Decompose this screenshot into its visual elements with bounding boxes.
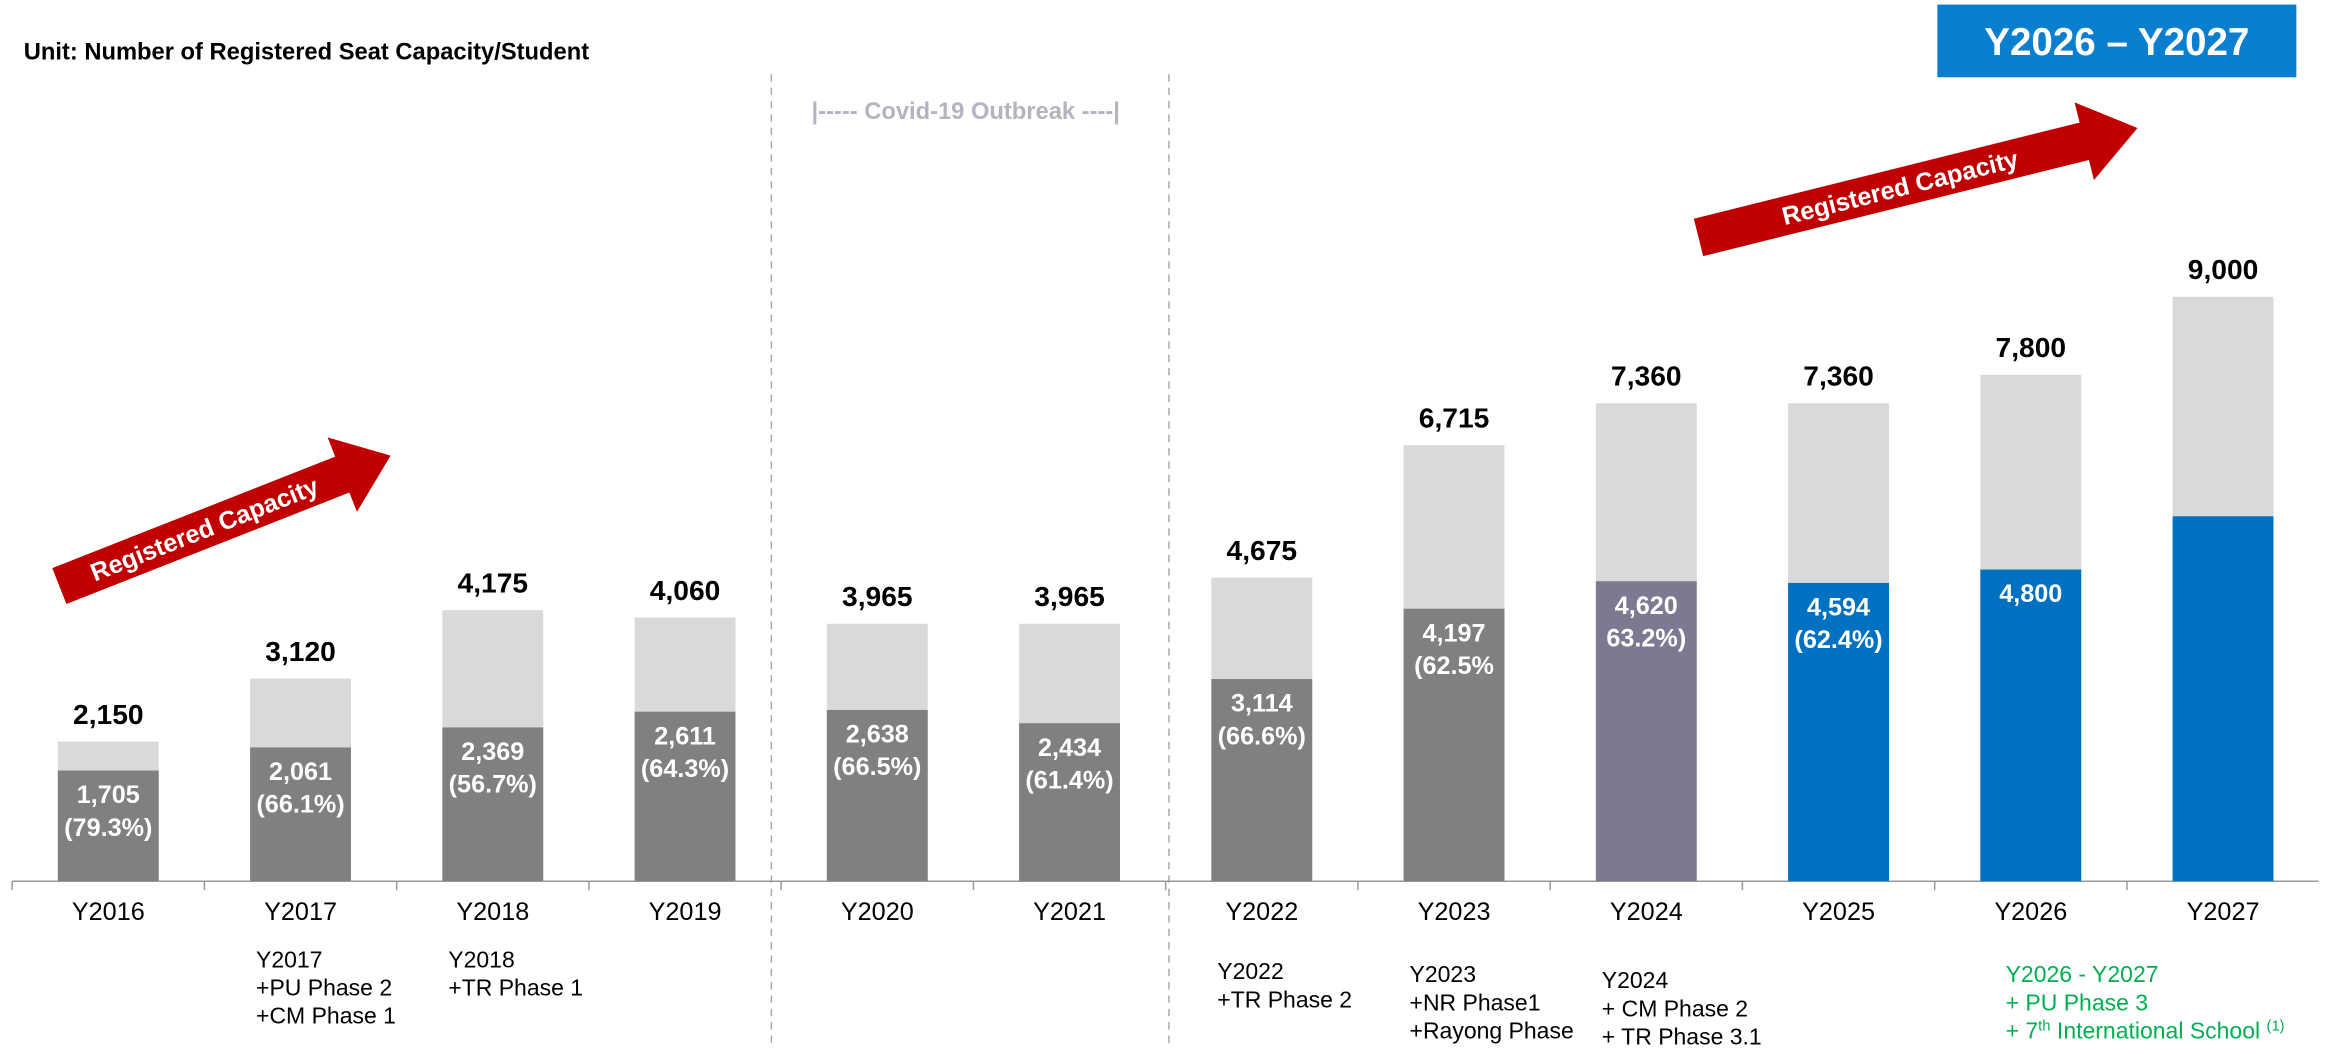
annotation: +CM Phase 1: [256, 1003, 396, 1029]
student-label: 3,114: [1231, 690, 1293, 718]
student-bar: [1980, 569, 2082, 882]
capacity-label: 4,060: [650, 574, 721, 606]
student-label: 4,197: [1423, 619, 1486, 647]
student-bar: [250, 747, 351, 882]
x-tick-label: Y2021: [1033, 898, 1106, 926]
student-pct-label: 63.2%): [1606, 625, 1686, 653]
x-tick-label: Y2018: [456, 898, 529, 926]
student-pct-label: (61.4%): [1025, 766, 1113, 794]
x-tick-label: Y2027: [2187, 898, 2260, 926]
x-tick-label: Y2024: [1610, 898, 1683, 926]
x-tick-label: Y2022: [1225, 898, 1298, 926]
capacity-label: 4,175: [458, 566, 528, 598]
student-bar: [2172, 516, 2274, 882]
period-label: |----- Covid-19 Outbreak ----|: [811, 99, 1119, 125]
x-tick-label: Y2025: [1802, 898, 1875, 926]
student-label: 2,611: [654, 722, 716, 750]
annotation: + TR Phase 3.1: [1602, 1023, 1762, 1049]
student-bar: [1788, 582, 1889, 882]
annotation: + CM Phase 2: [1602, 995, 1748, 1021]
student-pct-label: (66.6%): [1218, 722, 1306, 750]
student-pct-label: (66.5%): [833, 753, 921, 781]
student-label: 4,800: [1999, 580, 2062, 608]
annotation-part: International School: [2051, 1018, 2267, 1044]
annotation: Y2018: [448, 946, 514, 972]
student-pct-label: (79.3%): [64, 814, 152, 842]
banner: Y2026 – Y2027: [1984, 21, 2249, 64]
student-label: 2,434: [1038, 734, 1101, 762]
student-pct-label: (62.4%): [1794, 626, 1882, 654]
student-pct-label: (56.7%): [449, 771, 537, 799]
annotation-part: + 7: [2006, 1018, 2039, 1044]
x-tick-label: Y2016: [72, 898, 145, 926]
x-tick-label: Y2019: [649, 898, 722, 926]
student-bar: [1403, 608, 1505, 882]
banner-box: [1937, 4, 2297, 78]
x-tick-label: Y2020: [841, 898, 914, 926]
arrow-label: Registered Capacity: [1779, 145, 2021, 231]
student-label: 4,620: [1615, 592, 1678, 620]
capacity-label: 7,360: [1611, 359, 1682, 391]
student-label: 1,705: [77, 781, 140, 809]
student-pct-label: (62.5%: [1414, 652, 1494, 680]
capacity-label: 3,965: [842, 580, 913, 612]
unit-label: Unit: Number of Registered Seat Capacity…: [24, 39, 589, 65]
annotation: Y2023: [1410, 961, 1476, 987]
arrow-shape: [52, 437, 391, 605]
annotation: + PU Phase 3: [2006, 989, 2148, 1015]
annotation-part: th: [2038, 1019, 2050, 1035]
capacity-label: 3,120: [265, 635, 336, 667]
student-pct-label: (64.3%): [641, 755, 729, 783]
arrow: Registered Capacity: [1693, 102, 2138, 257]
annotation: Y2017: [256, 946, 322, 972]
x-tick-label: Y2017: [264, 898, 337, 926]
annotation: +NR Phase1: [1410, 989, 1541, 1015]
capacity-label: 7,800: [1996, 331, 2067, 363]
student-label: 2,369: [461, 738, 524, 766]
student-bar: [1595, 581, 1697, 882]
capacity-label: 4,675: [1227, 534, 1298, 566]
annotation: +TR Phase 2: [1217, 986, 1352, 1012]
capacity-label: 3,965: [1034, 580, 1105, 612]
arrow-label: Registered Capacity: [87, 472, 323, 587]
annotation: + 7th International School (1): [2006, 1018, 2285, 1044]
capacity-label: 9,000: [2188, 253, 2259, 285]
student-bar: [634, 711, 736, 882]
annotation: +TR Phase 1: [448, 974, 583, 1000]
student-label: 2,061: [269, 758, 332, 786]
x-tick-label: Y2023: [1418, 898, 1491, 926]
student-bar: [442, 727, 544, 882]
arrow-shape: [1693, 102, 2138, 257]
student-label: 4,594: [1807, 594, 1870, 622]
arrow: Registered Capacity: [52, 437, 391, 605]
student-pct-label: (66.1%): [256, 791, 344, 819]
annotation: Y2026 - Y2027: [2006, 961, 2159, 987]
annotation: Y2022: [1217, 958, 1283, 984]
student-label: 2,638: [846, 721, 909, 749]
x-tick-label: Y2026: [1994, 898, 2067, 926]
capacity-label: 2,150: [73, 698, 144, 730]
annotation: +Rayong Phase: [1410, 1018, 1574, 1044]
student-bar: [1211, 679, 1313, 882]
student-bar: [1019, 723, 1120, 882]
annotation: Y2024: [1602, 967, 1669, 993]
annotation: +PU Phase 2: [256, 974, 392, 1000]
student-bar: [57, 770, 159, 882]
annotation-part: (1): [2267, 1019, 2285, 1035]
student-bar: [826, 709, 928, 882]
capacity-label: 6,715: [1419, 401, 1490, 433]
capacity-label: 7,360: [1803, 359, 1874, 391]
